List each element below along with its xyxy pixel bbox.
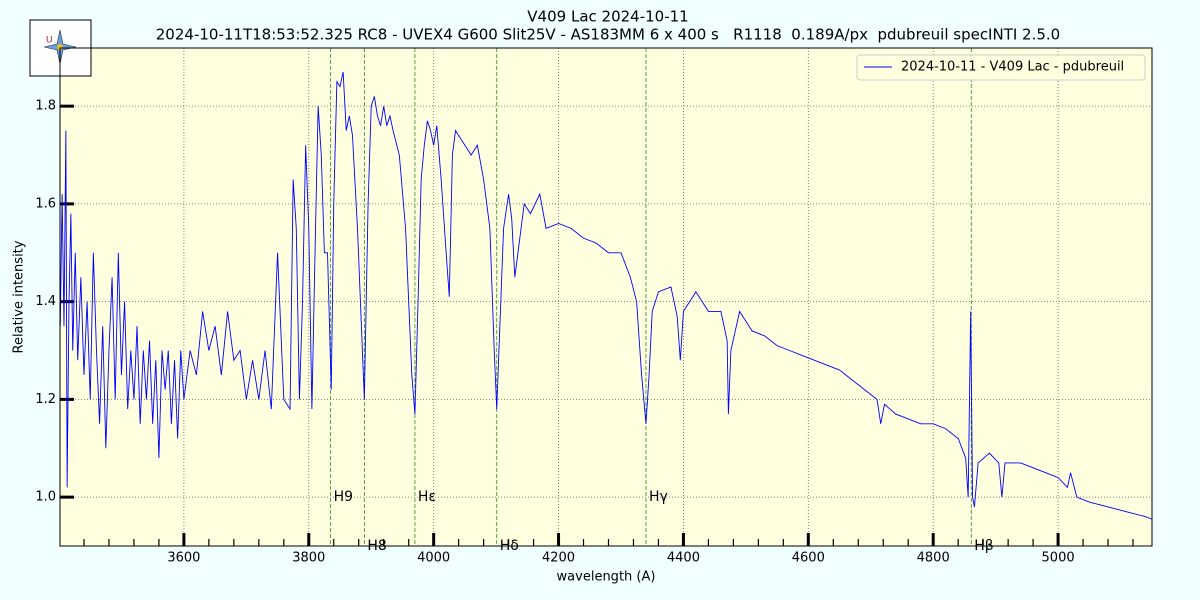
plot-frame <box>59 47 1153 547</box>
x-tick-label: 3800 <box>292 551 325 566</box>
x-tick-label: 4000 <box>417 551 450 566</box>
chart-subtitle: 2024-10-11T18:53:52.325 RC8 - UVEX4 G600… <box>156 26 1060 44</box>
y-tick-label: 1.4 <box>35 294 56 309</box>
plot-area <box>60 48 1152 546</box>
x-tick-label: 4200 <box>542 551 575 566</box>
y-tick-label: 1.0 <box>35 490 56 505</box>
y-axis-label: Relative intensity <box>12 240 27 353</box>
line-label: Hε <box>418 489 436 505</box>
legend: 2024-10-11 - V409 Lac - pdubreuil <box>856 54 1146 81</box>
x-tick-label: 3600 <box>167 551 200 566</box>
x-tick-label: 4400 <box>667 551 700 566</box>
y-tick-label: 1.2 <box>35 392 56 407</box>
y-tick-label: 1.8 <box>35 99 56 114</box>
legend-label: 2024-10-11 - V409 Lac - pdubreuil <box>901 60 1124 75</box>
spectrum-line <box>60 71 1152 520</box>
svg-text:U: U <box>46 36 53 46</box>
line-label: H9 <box>334 489 353 505</box>
line-label: Hγ <box>649 489 668 505</box>
x-tick-label: 4600 <box>792 551 825 566</box>
legend-box <box>856 54 1146 81</box>
chart-title: V409 Lac 2024-10-11 <box>527 8 688 26</box>
x-axis-label: wavelength (A) <box>557 570 656 585</box>
x-tick-label: 4800 <box>917 551 950 566</box>
y-tick-label: 1.6 <box>35 196 56 211</box>
x-tick-label: 5000 <box>1042 551 1075 566</box>
